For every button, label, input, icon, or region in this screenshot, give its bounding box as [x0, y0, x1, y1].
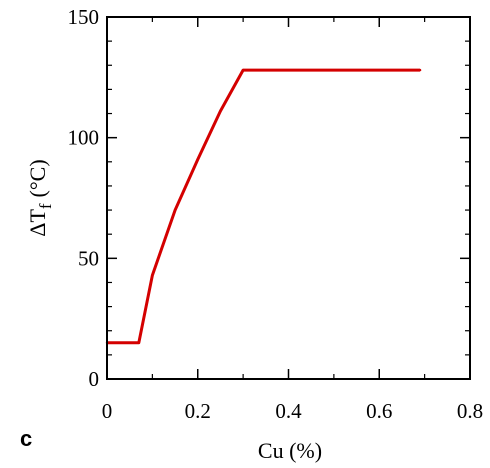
- y-tick-label: 50: [78, 246, 99, 270]
- series-line: [107, 68, 421, 345]
- panel-label: c: [20, 426, 32, 451]
- plot-frame: [106, 16, 471, 380]
- x-tick-label: 0.6: [366, 399, 392, 423]
- data-point: [219, 109, 222, 113]
- x-tick-label: 0.2: [185, 399, 211, 423]
- y-axis-title-sub: f: [36, 203, 55, 209]
- data-point: [151, 274, 154, 277]
- y-axis-title-unit: (°C): [25, 159, 50, 197]
- data-point: [418, 68, 422, 72]
- data-point: [173, 208, 177, 212]
- data-point: [196, 158, 199, 161]
- x-axis-title: Cu (%): [258, 438, 322, 463]
- x-tick-label: 0.4: [275, 399, 302, 423]
- y-tick-label: 150: [68, 5, 100, 29]
- series-layer: [105, 68, 422, 345]
- tick-labels: 0 0.2 0.4 0.6 0.8 0 50 100 150: [68, 5, 484, 423]
- data-point: [241, 68, 245, 72]
- x-tick-label: 0: [102, 399, 113, 423]
- y-axis-title: ΔTf (°C): [25, 159, 55, 236]
- y-axis-title-main: ΔT: [25, 209, 50, 237]
- data-point: [137, 341, 140, 344]
- x-tick-label: 0.8: [457, 399, 483, 423]
- y-tick-label: 100: [68, 126, 100, 150]
- y-tick-label: 0: [89, 367, 100, 391]
